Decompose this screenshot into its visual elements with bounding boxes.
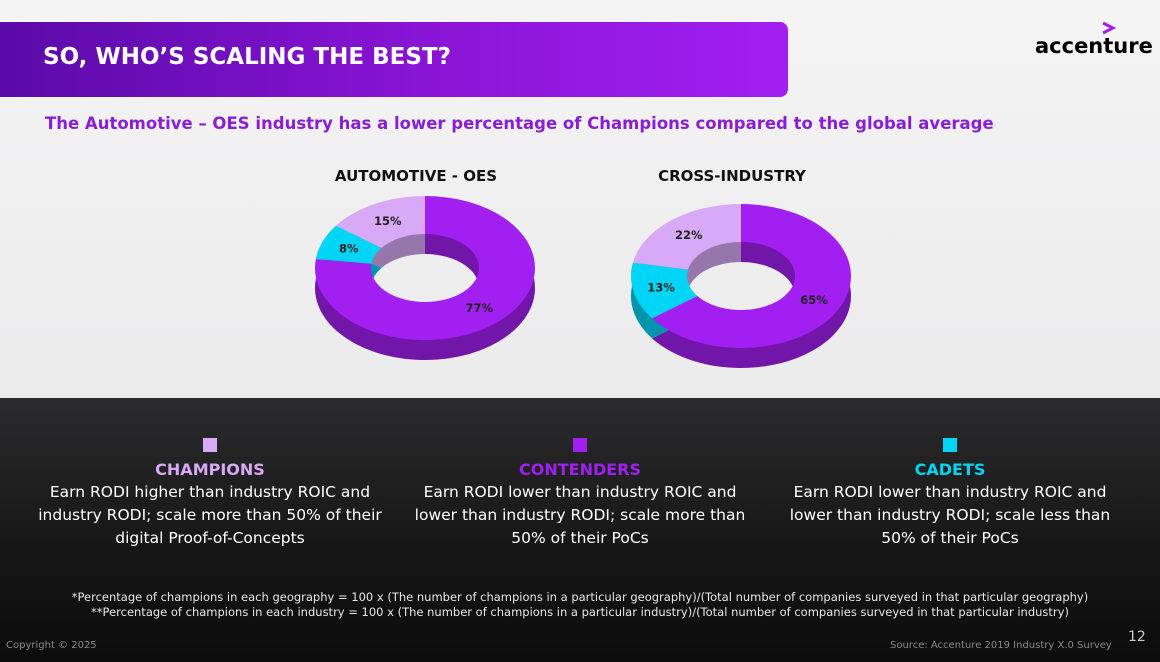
legend-description: Earn RODI higher than industry ROIC and … (38, 483, 382, 547)
copyright: Copyright © 2025 (6, 640, 97, 651)
slice (315, 196, 535, 340)
value-label: 8% (339, 241, 359, 255)
charts: AUTOMOTIVE - OES 77% 8% 15% CROSS-INDUSTRY 65… (315, 167, 851, 368)
value-label: 15% (374, 214, 402, 228)
value-label: 22% (675, 228, 703, 242)
slice (652, 204, 851, 349)
source: Source: Accenture 2019 Industry X.0 Surv… (890, 640, 1112, 651)
chart-title: CROSS-INDUSTRY (658, 167, 807, 185)
legend-item: CONTENDERS Earn RODI lower than industry … (405, 438, 755, 550)
slice (632, 204, 741, 270)
footnote: **Percentage of champions in each indust… (91, 605, 1069, 619)
page-number: 12 (1128, 629, 1146, 645)
legend-swatch (203, 438, 217, 452)
value-label: 77% (465, 301, 493, 315)
value-label: 13% (647, 281, 675, 295)
slice (631, 262, 698, 319)
subtitle: The Automotive – OES industry has a lowe… (45, 114, 994, 133)
slide-title: SO, WHO’S SCALING THE BEST? (43, 44, 451, 70)
footnote: *Percentage of champions in each geograp… (71, 590, 1089, 604)
legend-item: CHAMPIONS Earn RODI higher than industry … (35, 438, 385, 550)
legend-label: CONTENDERS (518, 460, 642, 479)
legend-label: CHAMPIONS (155, 460, 265, 479)
legend-swatch (943, 438, 957, 452)
header-bar (0, 22, 788, 97)
slice (336, 196, 425, 249)
value-label: 65% (800, 293, 828, 307)
logo-mark (1102, 22, 1116, 35)
legend-description: Earn RODI lower than industry ROIC and l… (789, 483, 1111, 547)
chart-title: AUTOMOTIVE - OES (335, 167, 497, 185)
logo: accenture (1035, 34, 1153, 58)
slice (315, 225, 382, 264)
legend-description: Earn RODI lower than industry ROIC and l… (414, 483, 746, 547)
legend-item: CADETS Earn RODI lower than industry ROIC… (775, 438, 1125, 550)
legend-label: CADETS (914, 460, 986, 479)
legend-swatch (573, 438, 587, 452)
